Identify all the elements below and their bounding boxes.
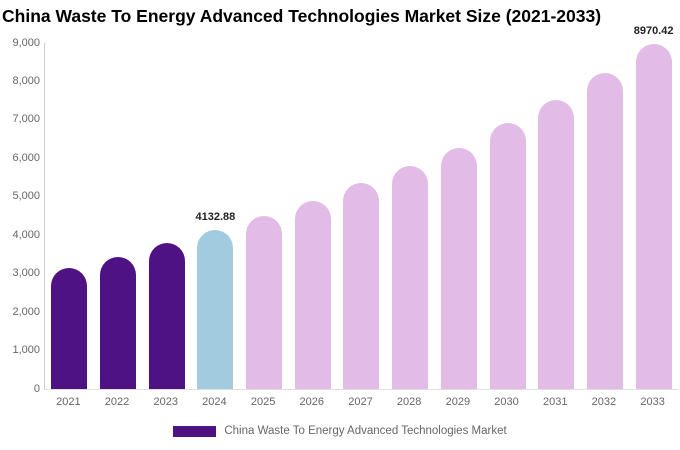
y-axis-label-4000: 4,000 [12,228,40,241]
plot-area: 4132.88 8970.42 [44,25,678,390]
x-axis-label-2028: 2028 [396,396,422,408]
bar-column-2026 [288,43,337,389]
chart-title: China Waste To Energy Advanced Technolog… [2,6,602,26]
x-axis-label-2032: 2032 [591,396,617,408]
legend-swatch [173,425,217,437]
bar-2028[interactable] [392,166,429,389]
bar-2033[interactable] [635,44,672,389]
y-axis-label-8000: 8,000 [12,74,40,87]
x-axis-label-2024: 2024 [202,396,227,408]
bar-value-label-2033: 8970.42 [633,25,674,38]
bar-column-2024: 4132.88 [191,43,240,389]
bar-column-2029 [435,43,484,389]
bar-2029[interactable] [440,147,477,389]
bar-2027[interactable] [343,182,380,389]
bar-column-2028 [386,43,435,389]
x-axis-label-2030: 2030 [494,396,519,408]
x-axis-label-2026: 2026 [299,396,325,408]
x-axis-label-2029: 2029 [445,396,471,408]
bar-2024[interactable] [197,230,234,389]
y-axis-label-9000: 9,000 [12,36,40,49]
bar-2030[interactable] [489,123,526,389]
bar-2031[interactable] [538,99,575,389]
bar-column-2032 [581,43,630,389]
x-axis: 2021 2022 2023 2024 2025 2026 2027 2028 2029 2030… [44,396,677,408]
x-axis-label-2022: 2022 [104,396,130,408]
y-axis-label-2000: 2,000 [12,305,40,318]
bar-column-2025 [240,43,289,389]
x-axis-label-2025: 2025 [250,396,276,408]
legend-label: China Waste To Energy Advanced Technolog… [224,425,507,437]
bar-2026[interactable] [294,200,331,389]
x-axis-label-2021: 2021 [56,396,81,408]
legend[interactable]: China Waste To Energy Advanced Technolog… [0,425,680,437]
bar-2032[interactable] [586,72,623,389]
bar-column-2033: 8970.42 [629,25,678,389]
bar-2021[interactable] [51,267,88,389]
bar-column-2031 [532,43,581,389]
x-axis-label-2023: 2023 [153,396,178,408]
x-axis-label-2027: 2027 [348,396,373,408]
bar-column-2023 [142,43,191,389]
x-axis-label-2031: 2031 [542,396,568,408]
bar-2023[interactable] [148,242,185,389]
bar-value-label-2024: 4132.88 [195,211,236,224]
y-axis-label-1000: 1,000 [12,344,40,357]
y-axis-label-3000: 3,000 [12,267,40,280]
bar-2025[interactable] [246,216,283,389]
bar-column-2027 [337,43,386,389]
y-axis-label-5000: 5,000 [12,190,40,203]
bar-column-2030 [483,43,532,389]
y-axis-label-6000: 6,000 [12,151,40,164]
bar-column-2021 [45,43,94,389]
bar-column-2022 [94,43,143,389]
y-axis-label-7000: 7,000 [12,113,40,126]
bar-2022[interactable] [100,256,137,389]
x-axis-label-2033: 2033 [640,396,665,408]
y-axis-label-0: 0 [33,382,40,395]
